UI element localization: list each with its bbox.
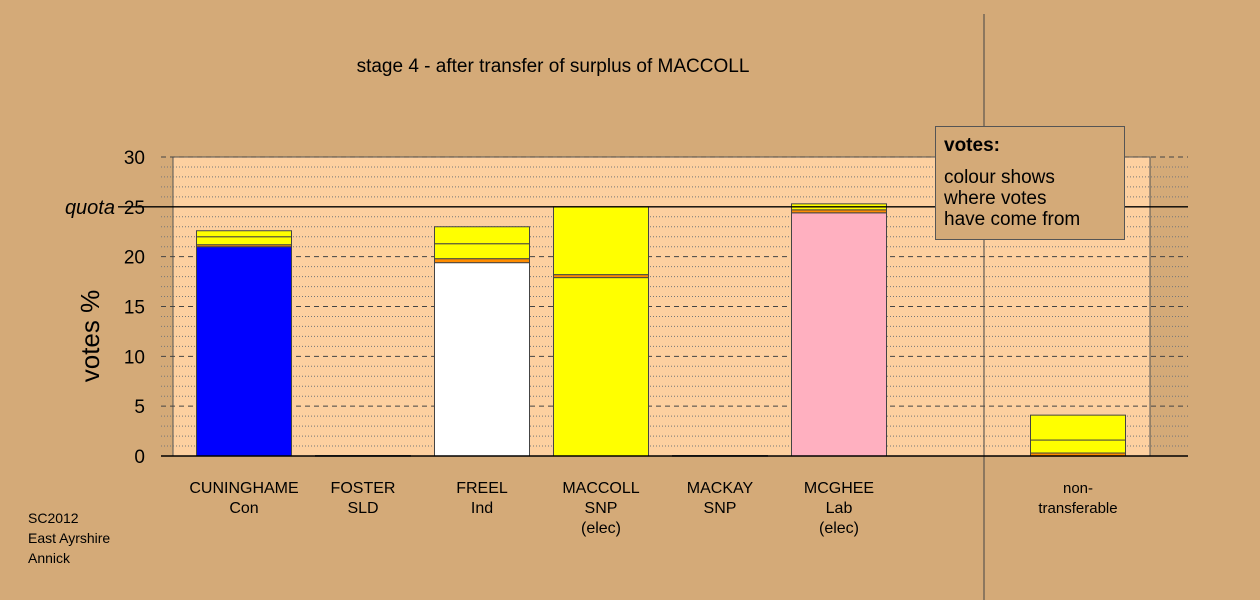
x-tick-label: MACCOLL: [562, 480, 639, 497]
x-tick-label: Lab: [826, 500, 853, 517]
x-tick-label: SLD: [347, 500, 378, 517]
bar-0: [196, 230, 292, 457]
bar-segment: [196, 230, 292, 238]
bars: [196, 203, 1126, 457]
x-tick-label: (elec): [581, 520, 621, 537]
y-tick-label: 15: [124, 298, 145, 319]
bar-segment: [196, 246, 292, 457]
bar-segment: [434, 258, 530, 264]
x-tick-label: Ind: [471, 500, 493, 517]
x-tick-label: Con: [229, 500, 258, 517]
y-tick-label: 0: [134, 447, 145, 468]
footnote-line: East Ayrshire: [28, 530, 111, 546]
bar-segment: [553, 206, 649, 276]
x-tick-label: MCGHEE: [804, 480, 874, 497]
footnote: SC2012 East Ayrshire Annick: [28, 508, 110, 568]
y-tick-label: 10: [124, 347, 145, 368]
bar-segment: [1030, 414, 1126, 441]
y-tick-label: 25: [124, 198, 145, 219]
bar-5: [791, 203, 887, 457]
bar-2: [434, 226, 530, 457]
gridlines: [161, 14, 1188, 600]
legend-line: have come from: [944, 209, 1081, 230]
bar-3: [553, 206, 649, 457]
x-tick-label: CUNINGHAME: [189, 480, 298, 497]
legend-body: colour shows where votes have come from: [944, 167, 1116, 230]
bar-segment: [434, 262, 530, 457]
legend-title: votes:: [944, 135, 1000, 156]
y-tick-label: 20: [124, 248, 145, 269]
footnote-line: Annick: [28, 550, 71, 566]
bar-segment: [196, 236, 292, 246]
chart-title: stage 4 - after transfer of surplus of M…: [357, 56, 750, 77]
bar-6: [1030, 414, 1126, 457]
x-tick-label: MACKAY: [687, 480, 754, 497]
legend-line: where votes: [944, 188, 1047, 209]
bar-segment: [1030, 439, 1126, 454]
x-tick-label: FOSTER: [331, 480, 396, 497]
bar-segment: [553, 277, 649, 457]
legend-box: votes: colour shows where votes have com…: [935, 126, 1125, 240]
quota-label: quota: [65, 197, 115, 219]
x-tick-label: non-: [1063, 480, 1093, 497]
x-tick-label: FREEL: [456, 480, 508, 497]
bar-segment: [791, 212, 887, 457]
legend-line: colour shows: [944, 167, 1055, 188]
bar-segment: [434, 226, 530, 245]
x-tick-label: SNP: [704, 500, 737, 517]
y-axis-label: votes %: [75, 290, 105, 383]
x-tick-label: (elec): [819, 520, 859, 537]
y-tick-label: 30: [124, 148, 145, 169]
y-tick-label: 5: [134, 397, 145, 418]
x-tick-label: transferable: [1038, 500, 1117, 517]
footnote-line: SC2012: [28, 510, 79, 526]
x-tick-label: SNP: [585, 500, 618, 517]
bar-segment: [434, 243, 530, 260]
axis-labels: 0 5 10 15 20 25 30 quota CUNINGHAME Con FOSTER SLD F…: [65, 148, 1118, 537]
